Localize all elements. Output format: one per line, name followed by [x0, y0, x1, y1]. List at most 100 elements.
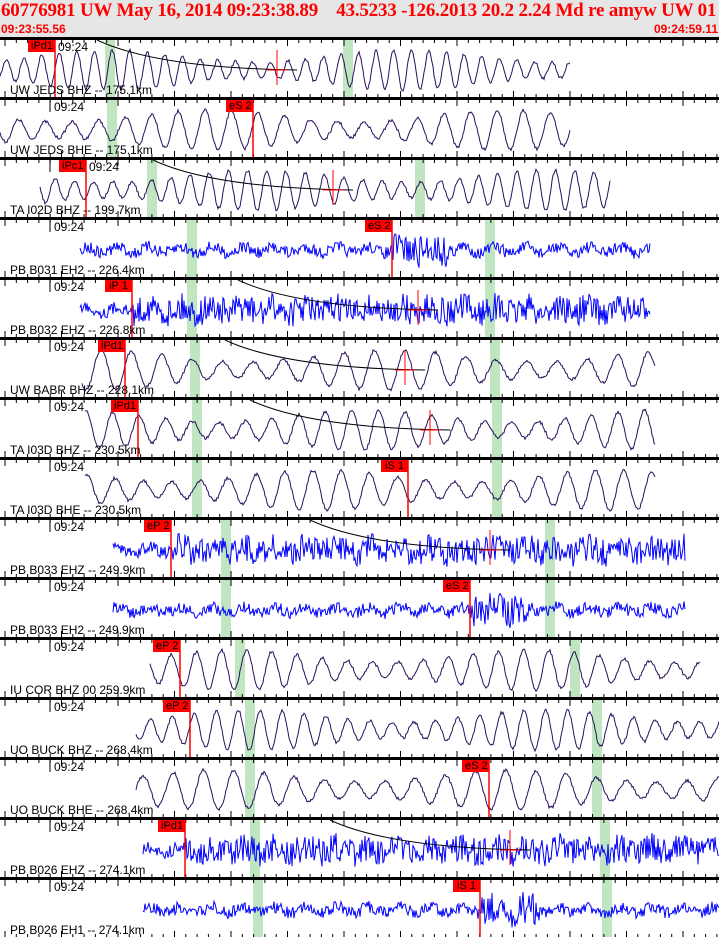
- phase-pick-flag[interactable]: eP 2: [153, 640, 180, 652]
- trace-row[interactable]: 09:24 iPd1 PB B026 EHZ -- 274.1km: [0, 817, 719, 877]
- station-label: PB B032 EHZ -- 226.8km: [10, 323, 146, 337]
- waveform: [84, 468, 656, 512]
- event-title: 60776981 UW May 16, 2014 09:23:38.89 43.…: [1, 0, 719, 21]
- waveform: [0, 108, 571, 152]
- minute-label: 09:24: [54, 340, 85, 354]
- phase-window: [192, 460, 202, 517]
- waveform-plot: [4, 700, 719, 757]
- minute-label: 09:24: [54, 640, 85, 654]
- phase-window: [245, 760, 255, 817]
- phase-window: [221, 580, 231, 637]
- station-label: IU COR BHZ 00 259.9km: [10, 683, 146, 697]
- trace-row[interactable]: 09:24 eS 2 PB B031 EH2 -- 226.4km: [0, 217, 719, 277]
- phase-window: [105, 40, 115, 97]
- waveform: [135, 767, 719, 812]
- station-label: PB B033 EHZ -- 249.9km: [10, 563, 146, 577]
- phase-pick-flag[interactable]: iS 1: [381, 460, 408, 472]
- phase-pick-flag[interactable]: eS 2: [462, 760, 489, 772]
- window-start-time: 09:23:55.56: [1, 22, 66, 36]
- phase-pick-flag[interactable]: eP 2: [163, 700, 190, 712]
- trace-row[interactable]: 09:24 iPd1 UW BABR BHZ -- 228.1km: [0, 337, 719, 397]
- station-label: UW JEDS BHE -- 175.1km: [10, 143, 153, 157]
- trace-row[interactable]: 09:24 eP 2 UO BUCK BHZ -- 268.4km: [0, 697, 719, 757]
- phase-window: [187, 280, 197, 337]
- minute-label: 09:24: [54, 520, 85, 534]
- minute-label: 09:24: [54, 400, 85, 414]
- trace-row[interactable]: 09:24 iPd1 TA I03D BHZ -- 230.5km: [0, 397, 719, 457]
- station-label: PB B026 EH1 -- 274.1km: [10, 923, 145, 937]
- minute-label: 09:24: [54, 820, 85, 834]
- phase-pick-flag[interactable]: iPc1: [59, 160, 86, 172]
- trace-row[interactable]: 09:24 eS 2 UO BUCK BHE -- 268.4km: [0, 757, 719, 817]
- trace-row[interactable]: 09:24 iPc1 TA I02D BHZ -- 199.7km: [0, 157, 719, 217]
- waveform: [39, 167, 611, 212]
- waveform-plot: [4, 280, 718, 337]
- waveform-plot: [0, 40, 718, 97]
- waveform: [112, 592, 686, 628]
- station-label: UO BUCK BHE -- 268.4km: [10, 803, 154, 817]
- phase-pick-flag[interactable]: iP 1: [105, 280, 132, 292]
- waveform-plot: [4, 460, 718, 517]
- phase-window: [147, 160, 157, 217]
- phase-pick-flag[interactable]: eS 2: [365, 220, 392, 232]
- phase-pick-flag[interactable]: eS 2: [443, 580, 470, 592]
- phase-pick-flag[interactable]: eS 2: [226, 100, 253, 112]
- phase-window: [190, 340, 200, 397]
- station-label: UO BUCK BHZ -- 268.4km: [10, 743, 153, 757]
- waveform: [142, 891, 719, 928]
- phase-window: [415, 160, 425, 217]
- station-label: UW BABR BHZ -- 228.1km: [10, 383, 155, 397]
- phase-window: [253, 880, 263, 937]
- minute-label: 09:24: [54, 220, 85, 234]
- trace-row[interactable]: 09:24 iS 1 TA I03D BHE -- 230.5km: [0, 457, 719, 517]
- minute-label: 09:24: [54, 880, 85, 894]
- phase-window: [592, 760, 602, 817]
- waveform: [79, 292, 651, 328]
- phase-window: [343, 40, 353, 97]
- minute-label: 09:24: [54, 460, 85, 474]
- phase-pick-flag[interactable]: iPd1: [98, 340, 125, 352]
- trace-row[interactable]: 09:24 iP 1 PB B032 EHZ -- 226.8km: [0, 277, 719, 337]
- event-header: 60776981 UW May 16, 2014 09:23:38.89 43.…: [0, 0, 719, 37]
- trace-row[interactable]: 09:24 eP 2 IU COR BHZ 00 259.9km: [0, 637, 719, 697]
- phase-pick-flag[interactable]: iPd1: [111, 400, 138, 412]
- minute-label: 09:24: [54, 760, 85, 774]
- trace-row[interactable]: 09:24 eS 2 UW JEDS BHE -- 175.1km: [0, 97, 719, 157]
- trace-row[interactable]: 09:24 iPd1 UW JEDS BHZ -- 175.1km: [0, 37, 719, 97]
- trace-row[interactable]: 09:24 eP 2 PB B033 EHZ -- 249.9km: [0, 517, 719, 577]
- minute-label: 09:24: [54, 280, 85, 294]
- waveform: [135, 708, 719, 753]
- phase-window: [592, 700, 602, 757]
- minute-label: 09:24: [54, 700, 85, 714]
- phase-pick-flag[interactable]: iPd1: [158, 820, 185, 832]
- trace-row[interactable]: 09:24 eS 2 PB B033 EH2 -- 249.9km: [0, 577, 719, 637]
- waveform: [112, 532, 686, 568]
- waveform-plot: [4, 820, 719, 877]
- phase-pick-flag[interactable]: iPd1: [28, 40, 55, 52]
- travel-time-curve: [224, 340, 426, 371]
- station-label: PB B031 EH2 -- 226.4km: [10, 263, 145, 277]
- minute-label: 09:24: [58, 40, 89, 54]
- phase-pick-flag[interactable]: eP 2: [144, 520, 171, 532]
- waveform: [79, 233, 651, 268]
- travel-time-curve: [152, 160, 354, 191]
- station-label: TA I03D BHZ -- 230.5km: [10, 443, 141, 457]
- trace-row[interactable]: 09:24 iS 1 PB B026 EH1 -- 274.1km: [0, 877, 719, 937]
- station-label: PB B026 EHZ -- 274.1km: [10, 863, 146, 877]
- phase-window: [545, 520, 555, 577]
- travel-time-curve: [249, 400, 451, 431]
- phase-window: [250, 820, 260, 877]
- station-label: TA I03D BHE -- 230.5km: [10, 503, 142, 517]
- waveform: [84, 408, 656, 451]
- station-label: UW JEDS BHZ -- 175.1km: [10, 83, 153, 97]
- phase-pick-flag[interactable]: iS 1: [453, 880, 480, 892]
- station-label: TA I02D BHZ -- 199.7km: [10, 203, 141, 217]
- seismogram-panel[interactable]: 09:24 iPd1 UW JEDS BHZ -- 175.1km 09:24 eS 2…: [0, 37, 719, 938]
- waveform-plot: [4, 520, 718, 577]
- phase-window: [192, 400, 202, 457]
- minute-label: 09:24: [54, 580, 85, 594]
- phase-window: [492, 460, 502, 517]
- waveform: [81, 348, 656, 393]
- phase-window: [235, 640, 245, 697]
- phase-window: [107, 100, 117, 157]
